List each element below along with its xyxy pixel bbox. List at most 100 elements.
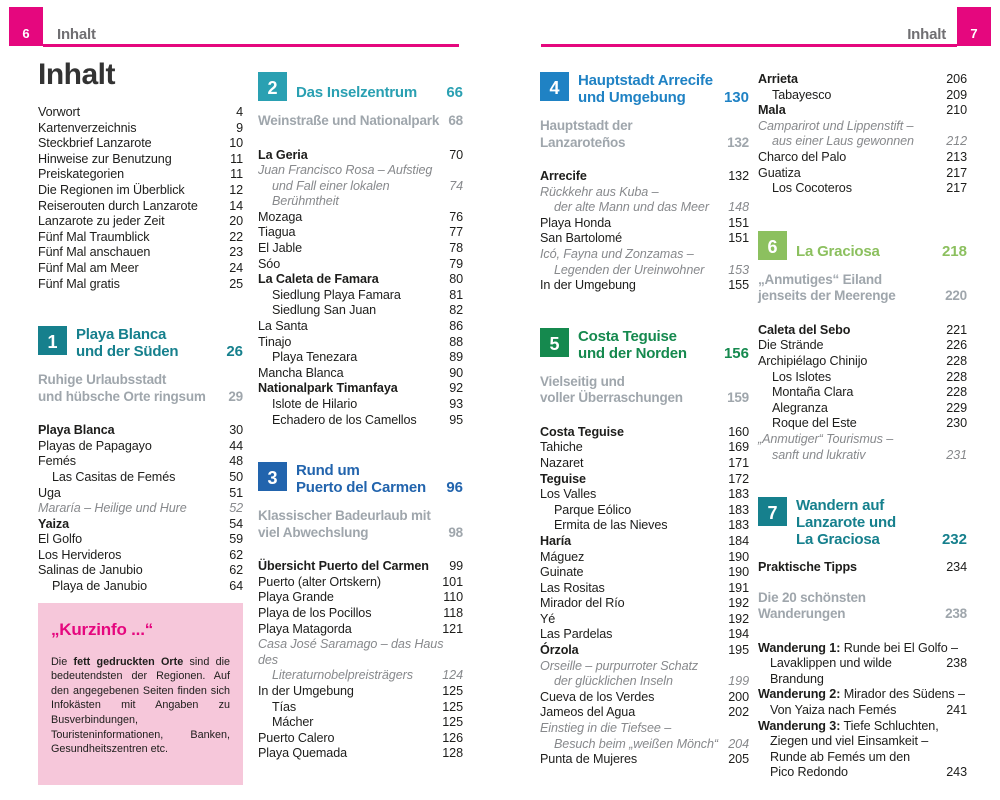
toc-entry: Praktische Tipps 234 [758, 560, 967, 576]
toc-page-number: 220 [945, 288, 967, 304]
italic-note-line: Mararía – Heilige und Hure 52 [38, 501, 243, 517]
toc-page-number: 76 [449, 209, 463, 224]
toc-entry: Fünf Mal am Meer 24 [38, 261, 243, 277]
toc-entry: Yaiza 54 [38, 517, 243, 533]
kurzinfo-text: Die fett gedruckten Orte sind die bedeut… [51, 655, 231, 756]
toc-page-number: 22 [229, 229, 243, 244]
section-subtitle-text: „Anmutiges“ Eiland jenseits der Meerenge [758, 272, 939, 305]
toc-page-number: 30 [229, 423, 243, 438]
toc-page-number: 118 [443, 605, 463, 620]
toc-page-number: 48 [229, 454, 243, 469]
toc-page-number: 217 [946, 181, 967, 196]
toc-entry: Kartenverzeichnis 9 [38, 121, 243, 137]
section-header: 2 Das Inselzentrum 66 [258, 72, 463, 101]
toc-page-number: 234 [946, 560, 967, 575]
section-page: 218 [941, 242, 967, 260]
kurzinfo-title: „Kurzinfo ...“ [51, 619, 154, 639]
toc-page-number: 77 [449, 225, 463, 240]
toc-entry-label: Die Regionen im Überblick [38, 182, 185, 197]
toc-entry-label: Echadero de los Camellos [272, 412, 417, 427]
toc-page-number: 59 [229, 532, 243, 547]
toc-entry-label: Femés [38, 454, 76, 469]
toc-entry: Tabayesco 209 [758, 88, 967, 104]
toc-entry-label: und Fall einer lokalen Berühmtheit [272, 178, 390, 209]
italic-note-line: sanft und lukrativ 231 [758, 448, 967, 464]
toc-entry-label: Lavaklippen und wilde Brandung [770, 656, 892, 686]
toc-entry-label: Mirador del Río [540, 596, 625, 611]
toc-entry-label: Las Casitas de Femés [52, 469, 176, 484]
section-subtitle-line: Klassischer Badeurlaub mit [258, 508, 431, 524]
section-title-line: und Umgebung [578, 89, 686, 106]
toc-page-number: 192 [728, 596, 749, 611]
toc-entry-label: Fünf Mal anschauen [38, 245, 151, 260]
toc-entry: Las Rositas 191 [540, 581, 749, 597]
section-subtitle: Ruhige Urlaubsstadt und hübsche Orte ring… [38, 372, 243, 405]
toc-page-number: 52 [229, 501, 243, 516]
section-title-line: und der Süden [76, 343, 179, 361]
section-title: Wandern auf Lanzarote und La Graciosa [787, 497, 942, 548]
toc-page-number: 11 [230, 151, 243, 166]
toc-page-number: 90 [449, 365, 463, 380]
section-title: La Graciosa [787, 231, 942, 260]
italic-note: Rückkehr aus Kuba – der alte Mann und das… [540, 185, 749, 216]
page-number-box-right: 7 [957, 7, 991, 46]
toc-column-2: 2 Das Inselzentrum 66 Weinstraße und Nation… [258, 58, 463, 762]
toc-column-3: 4 Hauptstadt Arrecife und Umgebung 130 Haupt… [540, 58, 749, 768]
toc-entry-label: Orseille – purpurroter Schatz [540, 658, 699, 673]
toc-page-number: 80 [449, 272, 463, 287]
toc-entry-label: San Bartolomé [540, 231, 623, 246]
toc-entry-label: La Santa [258, 319, 308, 334]
toc-entry: Arrecife 132 [540, 169, 749, 185]
toc-page-number: 99 [449, 559, 463, 574]
toc-entry-label: Islote de Hilario [272, 397, 358, 411]
toc-page-number: 190 [728, 549, 749, 564]
toc-entry: Guinate 190 [540, 565, 749, 581]
toc-page-number: 241 [946, 703, 967, 718]
toc-page-number: 206 [946, 72, 967, 86]
toc-page-number: 62 [229, 547, 243, 562]
section-number-badge: 2 [258, 72, 287, 101]
italic-note: Juan Francisco Rosa – Aufstieg und Fall e… [258, 163, 463, 210]
toc-entry: Puerto (alter Ortskern) 101 [258, 575, 463, 591]
toc-page-number: 243 [946, 765, 967, 780]
toc-entry: Mácher 125 [258, 715, 463, 731]
toc-page-number: 93 [449, 397, 463, 411]
toc-entry: Los Hervideros 62 [38, 548, 243, 564]
toc-page-number: 125 [442, 683, 463, 698]
toc-entry: Mirador del Río 192 [540, 596, 749, 612]
toc-entry-label: Las Rositas [540, 580, 605, 595]
toc-entry-label: El Golfo [38, 532, 82, 547]
toc-entry-label: Mancha Blanca [258, 365, 344, 380]
toc-entry: Máguez 190 [540, 550, 749, 566]
toc-entry: Preiskategorien 11 [38, 167, 243, 183]
toc-entry-label: Parque Eólico [554, 502, 632, 517]
toc-page-number: 191 [728, 580, 749, 595]
section-header: 1 Playa Blanca und der Süden 26 [38, 326, 243, 360]
section-subtitle: Hauptstadt der Lanzaroteños 132 [540, 118, 749, 151]
toc-entry-label: Ermita de las Nieves [554, 518, 668, 533]
toc-entry: Uga 51 [38, 486, 243, 502]
italic-note-line: Besuch beim „weißen Mönch“ 204 [540, 737, 749, 753]
section-header: 7 Wandern auf Lanzarote und La Graciosa 232 [758, 497, 967, 548]
toc-page-number: 54 [229, 516, 243, 531]
toc-entry-label: Nationalpark Timanfaya [258, 381, 398, 396]
toc-page-number: 44 [229, 438, 243, 453]
section-page: 96 [446, 479, 463, 497]
italic-note-line: Literaturnobelpreisträgers 124 [258, 668, 463, 684]
toc-page-number: 110 [443, 590, 463, 605]
section-subtitle-text: Die 20 schönsten Wanderungen [758, 590, 939, 623]
section-title: Hauptstadt Arrecife und Umgebung [569, 72, 724, 106]
toc-entry: Lanzarote zu jeder Zeit 20 [38, 214, 243, 230]
walk-entry-first-line: Wanderung 1: Runde bei El Golfo – [758, 641, 967, 657]
toc-entry-label: Punta de Mujeres [540, 752, 638, 767]
toc-entry-label: sanft und lukrativ [772, 447, 866, 462]
toc-entry-label: der alte Mann und das Meer [554, 200, 709, 215]
toc-entry-label: Máguez [540, 549, 585, 564]
italic-note-line: Casa José Saramago – das Haus des [258, 637, 463, 668]
toc-page-number: 10 [229, 136, 243, 151]
toc-page-number: 148 [728, 200, 749, 215]
toc-entry: Teguise 172 [540, 472, 749, 488]
section-page: 130 [723, 89, 749, 106]
section-subtitle-text: Vielseitig und voller Überraschungen [540, 374, 721, 407]
header-rule-right [541, 44, 957, 47]
